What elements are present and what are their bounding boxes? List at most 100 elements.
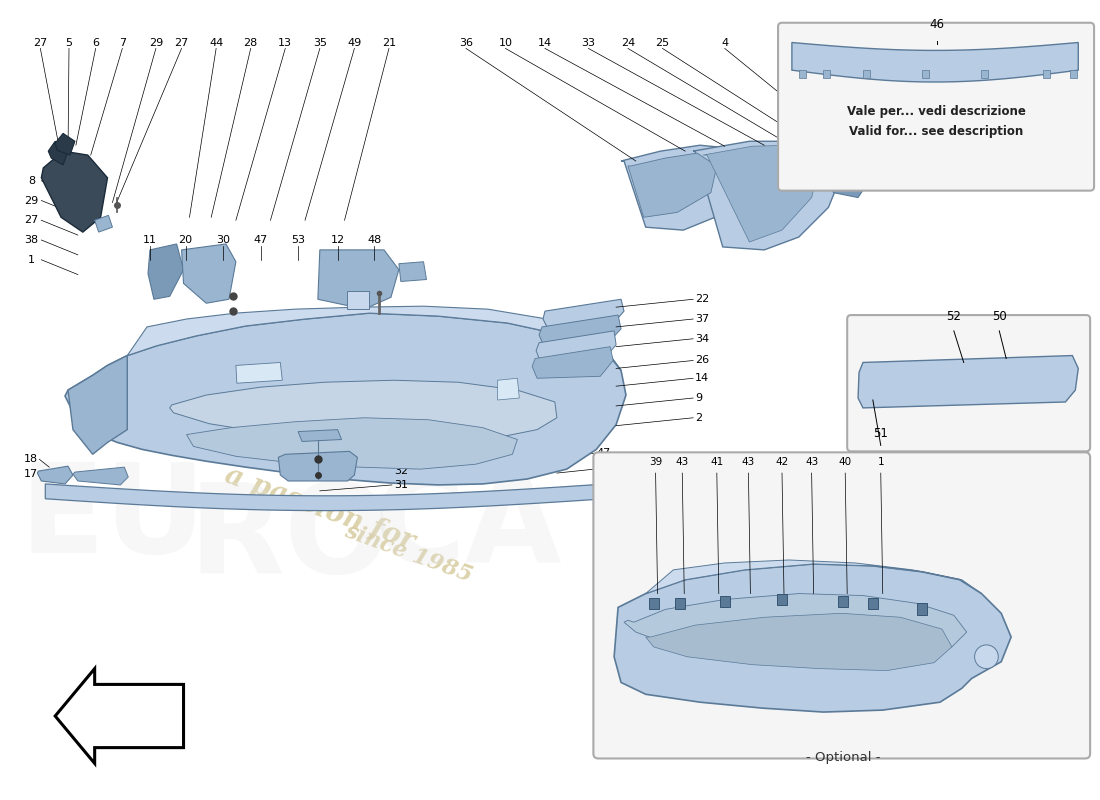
Polygon shape xyxy=(646,560,981,594)
Text: 1: 1 xyxy=(878,457,884,467)
Text: 32: 32 xyxy=(394,466,408,476)
Polygon shape xyxy=(675,598,685,610)
Text: 7: 7 xyxy=(119,38,125,47)
Text: 48: 48 xyxy=(367,235,382,245)
Text: 42: 42 xyxy=(776,457,789,467)
Text: 47: 47 xyxy=(596,448,611,458)
Circle shape xyxy=(975,645,999,669)
Text: 53: 53 xyxy=(292,235,305,245)
Text: 31: 31 xyxy=(394,480,408,490)
Polygon shape xyxy=(45,484,606,510)
Polygon shape xyxy=(1043,70,1049,78)
Text: 6: 6 xyxy=(92,38,99,47)
Text: 43: 43 xyxy=(675,457,689,467)
Text: 20: 20 xyxy=(178,235,192,245)
FancyBboxPatch shape xyxy=(847,315,1090,451)
Text: 27: 27 xyxy=(33,38,47,47)
Text: 28: 28 xyxy=(243,38,257,47)
Polygon shape xyxy=(536,331,616,363)
Polygon shape xyxy=(858,355,1078,408)
Text: 51: 51 xyxy=(873,426,888,439)
Polygon shape xyxy=(777,594,786,606)
Text: 39: 39 xyxy=(649,457,662,467)
Text: 1: 1 xyxy=(28,254,35,265)
Polygon shape xyxy=(799,70,805,78)
Text: 13: 13 xyxy=(278,38,293,47)
FancyBboxPatch shape xyxy=(778,22,1094,190)
Text: 40: 40 xyxy=(838,457,851,467)
Text: 37: 37 xyxy=(695,314,710,324)
Polygon shape xyxy=(65,313,626,485)
Text: 52: 52 xyxy=(946,310,961,323)
Text: 26: 26 xyxy=(695,355,710,366)
Text: 10: 10 xyxy=(498,38,513,47)
Polygon shape xyxy=(1070,70,1077,78)
Text: 24: 24 xyxy=(620,38,635,47)
Text: 49: 49 xyxy=(348,38,362,47)
Polygon shape xyxy=(792,42,1078,82)
Text: 4: 4 xyxy=(722,38,728,47)
Text: 12: 12 xyxy=(330,235,344,245)
Text: Vale per... vedi descrizione: Vale per... vedi descrizione xyxy=(847,105,1025,118)
Text: - Optional -: - Optional - xyxy=(806,751,880,764)
Text: 27: 27 xyxy=(175,38,189,47)
Polygon shape xyxy=(48,142,68,165)
Text: 43: 43 xyxy=(805,457,818,467)
Text: since 1985: since 1985 xyxy=(342,520,475,586)
Text: 46: 46 xyxy=(930,18,945,30)
Polygon shape xyxy=(278,451,358,481)
Text: CA: CA xyxy=(374,468,562,589)
Text: 43: 43 xyxy=(741,457,755,467)
Text: EU: EU xyxy=(19,458,206,579)
Polygon shape xyxy=(539,315,622,346)
Text: 35: 35 xyxy=(312,38,327,47)
Text: RO: RO xyxy=(189,478,392,598)
Polygon shape xyxy=(922,70,930,78)
Polygon shape xyxy=(532,346,613,378)
Text: a passion for: a passion for xyxy=(221,462,418,555)
Text: 5: 5 xyxy=(66,38,73,47)
Polygon shape xyxy=(868,598,878,610)
Text: 33: 33 xyxy=(582,38,595,47)
Text: 21: 21 xyxy=(382,38,396,47)
Polygon shape xyxy=(614,564,1011,712)
Text: 47: 47 xyxy=(253,235,267,245)
Text: 22: 22 xyxy=(695,294,710,304)
Text: 8: 8 xyxy=(28,176,35,186)
Polygon shape xyxy=(128,306,622,370)
Text: 19: 19 xyxy=(394,438,408,449)
Text: 50: 50 xyxy=(992,310,1007,323)
Polygon shape xyxy=(399,262,427,282)
Polygon shape xyxy=(832,163,868,198)
Polygon shape xyxy=(169,380,557,442)
Text: 3: 3 xyxy=(596,464,603,474)
Polygon shape xyxy=(348,291,370,309)
Polygon shape xyxy=(838,595,848,607)
Polygon shape xyxy=(824,70,830,78)
Polygon shape xyxy=(68,355,128,454)
Polygon shape xyxy=(55,134,75,155)
Polygon shape xyxy=(187,418,517,469)
Polygon shape xyxy=(298,430,342,442)
Text: 9: 9 xyxy=(695,393,702,403)
Polygon shape xyxy=(42,151,108,232)
Text: 14: 14 xyxy=(538,38,552,47)
Polygon shape xyxy=(543,299,624,331)
Polygon shape xyxy=(95,215,112,232)
Polygon shape xyxy=(646,614,952,670)
Polygon shape xyxy=(649,598,659,610)
Text: 27: 27 xyxy=(24,215,38,226)
Polygon shape xyxy=(719,595,729,607)
Polygon shape xyxy=(235,362,283,383)
Polygon shape xyxy=(37,466,73,484)
Polygon shape xyxy=(861,156,894,188)
Text: 14: 14 xyxy=(695,374,710,383)
Polygon shape xyxy=(693,142,844,250)
Text: 29: 29 xyxy=(148,38,163,47)
Text: 34: 34 xyxy=(695,334,710,344)
Polygon shape xyxy=(864,70,870,78)
Text: 11: 11 xyxy=(143,235,157,245)
Text: 23: 23 xyxy=(394,422,408,433)
Text: 44: 44 xyxy=(209,38,223,47)
Polygon shape xyxy=(318,250,399,309)
